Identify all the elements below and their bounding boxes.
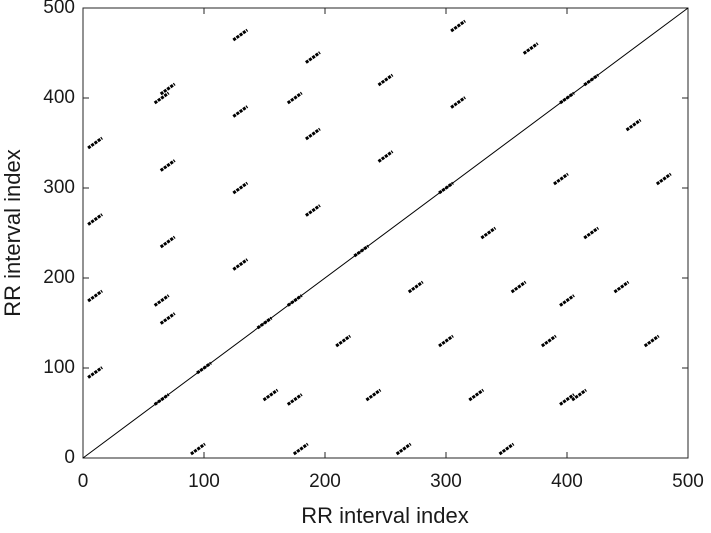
x-tick-label: 0 (78, 471, 89, 492)
y-tick-label: 300 (43, 177, 75, 198)
plot-frame (82, 7, 689, 459)
recurrence-point (498, 442, 515, 456)
recurrence-point (305, 51, 321, 64)
recurrence-point (305, 204, 321, 217)
recurrence-point (232, 28, 249, 42)
recurrence-point (522, 42, 539, 55)
recurrence-point (407, 280, 424, 294)
x-tick-label: 200 (309, 471, 341, 492)
recurrence-point (256, 316, 273, 330)
recurrence-point (232, 105, 249, 118)
recurrence-point (153, 294, 170, 307)
recurrence-point (395, 442, 412, 456)
recurrence-point (286, 393, 303, 406)
recurrence-point (159, 82, 176, 96)
recurrence-point (655, 172, 672, 186)
recurrence-point (286, 294, 303, 307)
x-tick-label: 300 (430, 471, 462, 492)
recurrence-point (305, 127, 321, 141)
recurrence-point (232, 258, 249, 271)
x-tick-label: 100 (188, 471, 220, 492)
recurrence-point (377, 150, 394, 163)
recurrence-point (196, 361, 212, 375)
recurrence-point (262, 388, 279, 402)
y-tick-label: 200 (43, 267, 75, 288)
recurrence-point (643, 334, 660, 348)
recurrence-point (438, 181, 454, 195)
recurrence-point (613, 280, 630, 294)
recurrence-point (232, 181, 249, 195)
recurrence-point (87, 213, 103, 226)
recurrence-point (159, 312, 176, 325)
recurrence-point (335, 334, 352, 348)
y-tick-label: 500 (43, 0, 75, 18)
recurrence-point (450, 19, 466, 33)
recurrence-point (559, 393, 575, 406)
recurrence-point (365, 388, 382, 402)
recurrence-point (583, 73, 600, 87)
recurrence-point (87, 289, 103, 303)
recurrence-point (377, 73, 394, 87)
recurrence-point (190, 442, 206, 456)
x-axis-label: RR interval index (301, 503, 469, 528)
diagonal-line (82, 7, 689, 459)
y-axis-label: RR interval index (0, 149, 25, 317)
recurrence-point (559, 294, 575, 307)
recurrence-point (438, 334, 454, 348)
recurrence-point (510, 280, 527, 294)
recurrence-point (450, 96, 466, 109)
recurrence-point (292, 442, 309, 456)
x-tick-label: 500 (672, 471, 704, 492)
y-tick-label: 0 (64, 447, 75, 468)
recurrence-point (87, 366, 103, 379)
recurrence-point (153, 91, 170, 105)
recurrence-point (571, 388, 587, 402)
y-tick-label: 100 (43, 357, 75, 378)
recurrence-point (286, 91, 303, 105)
recurrence-point (540, 334, 557, 348)
recurrence-point (480, 226, 497, 240)
recurrence-point (583, 226, 600, 240)
recurrence-point (625, 118, 642, 132)
x-tick-label: 400 (551, 471, 583, 492)
recurrence-point (159, 235, 176, 249)
recurrence-point (353, 244, 370, 258)
recurrence-point (468, 388, 485, 402)
recurrence-point (553, 172, 569, 186)
recurrence-point (87, 136, 103, 150)
recurrence-point (559, 91, 575, 105)
recurrence-point (153, 393, 170, 406)
recurrence-point (159, 159, 176, 172)
y-tick-label: 400 (43, 87, 75, 108)
